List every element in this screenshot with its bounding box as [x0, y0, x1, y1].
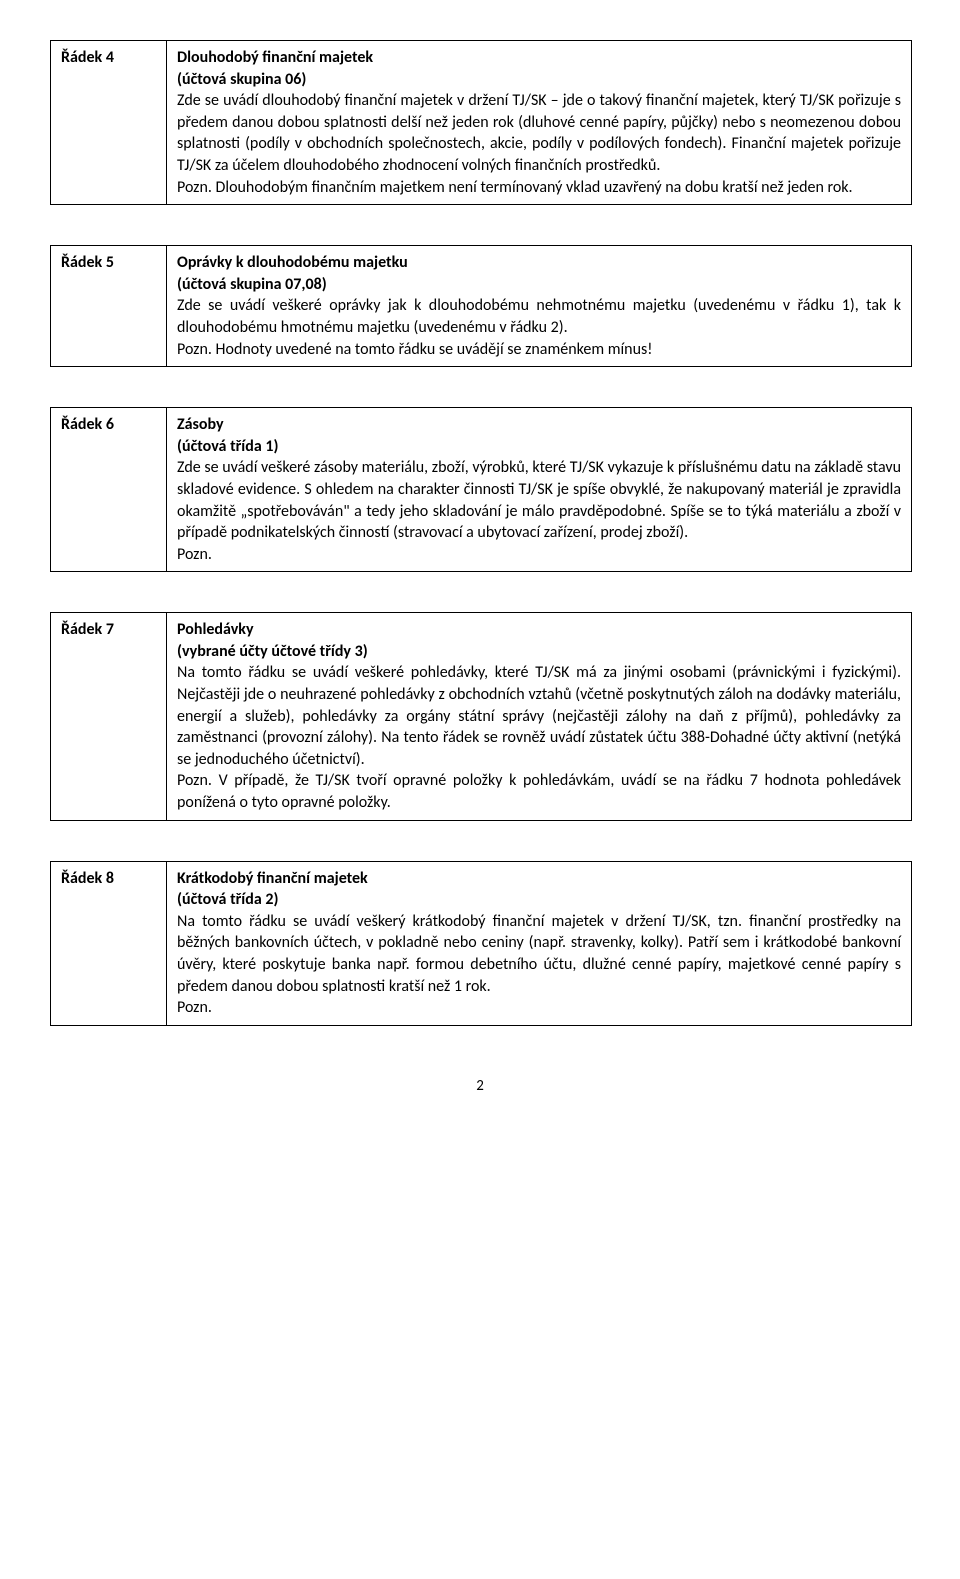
- row-label: Řádek 4: [51, 41, 167, 204]
- row-label: Řádek 5: [51, 246, 167, 366]
- row-content: Oprávky k dlouhodobému majetku (účtová s…: [167, 246, 911, 366]
- section-table: Řádek 8 Krátkodobý finanční majetek (účt…: [50, 861, 912, 1026]
- row-body: Zde se uvádí dlouhodobý finanční majetek…: [177, 90, 901, 176]
- row-title: Oprávky k dlouhodobému majetku: [177, 252, 901, 274]
- row-sub: (účtová skupina 06): [177, 69, 901, 91]
- section-table: Řádek 7 Pohledávky (vybrané účty účtové …: [50, 612, 912, 820]
- section-table: Řádek 6 Zásoby (účtová třída 1) Zde se u…: [50, 407, 912, 572]
- row-sub: (účtová skupina 07,08): [177, 274, 901, 296]
- row-body: Na tomto řádku se uvádí veškeré pohledáv…: [177, 662, 901, 770]
- row-note: Pozn.: [177, 544, 901, 566]
- row-note: Pozn. Dlouhodobým finančním majetkem nen…: [177, 177, 901, 199]
- row-note: Pozn.: [177, 997, 901, 1019]
- row-content: Krátkodobý finanční majetek (účtová tříd…: [167, 862, 911, 1025]
- row-label: Řádek 7: [51, 613, 167, 819]
- row-sub: (vybrané účty účtové třídy 3): [177, 641, 901, 663]
- page-number: 2: [50, 1076, 910, 1096]
- row-content: Pohledávky (vybrané účty účtové třídy 3)…: [167, 613, 911, 819]
- row-content: Zásoby (účtová třída 1) Zde se uvádí veš…: [167, 408, 911, 571]
- row-title: Pohledávky: [177, 619, 901, 641]
- section-row-5: Řádek 5 Oprávky k dlouhodobému majetku (…: [50, 245, 910, 367]
- section-row-6: Řádek 6 Zásoby (účtová třída 1) Zde se u…: [50, 407, 910, 572]
- row-label: Řádek 8: [51, 862, 167, 1025]
- row-title: Zásoby: [177, 414, 901, 436]
- row-label: Řádek 6: [51, 408, 167, 571]
- section-table: Řádek 5 Oprávky k dlouhodobému majetku (…: [50, 245, 912, 367]
- section-row-7: Řádek 7 Pohledávky (vybrané účty účtové …: [50, 612, 910, 820]
- row-title: Dlouhodobý finanční majetek: [177, 47, 901, 69]
- section-table: Řádek 4 Dlouhodobý finanční majetek (účt…: [50, 40, 912, 205]
- row-sub: (účtová třída 2): [177, 889, 901, 911]
- row-body: Zde se uvádí veškeré zásoby materiálu, z…: [177, 457, 901, 543]
- row-sub: (účtová třída 1): [177, 436, 901, 458]
- row-body: Na tomto řádku se uvádí veškerý krátkodo…: [177, 911, 901, 997]
- row-note: Pozn. Hodnoty uvedené na tomto řádku se …: [177, 339, 901, 361]
- row-note: Pozn. V případě, že TJ/SK tvoří opravné …: [177, 770, 901, 813]
- row-title: Krátkodobý finanční majetek: [177, 868, 901, 890]
- section-row-4: Řádek 4 Dlouhodobý finanční majetek (účt…: [50, 40, 910, 205]
- section-row-8: Řádek 8 Krátkodobý finanční majetek (účt…: [50, 861, 910, 1026]
- row-content: Dlouhodobý finanční majetek (účtová skup…: [167, 41, 911, 204]
- row-body: Zde se uvádí veškeré oprávky jak k dlouh…: [177, 295, 901, 338]
